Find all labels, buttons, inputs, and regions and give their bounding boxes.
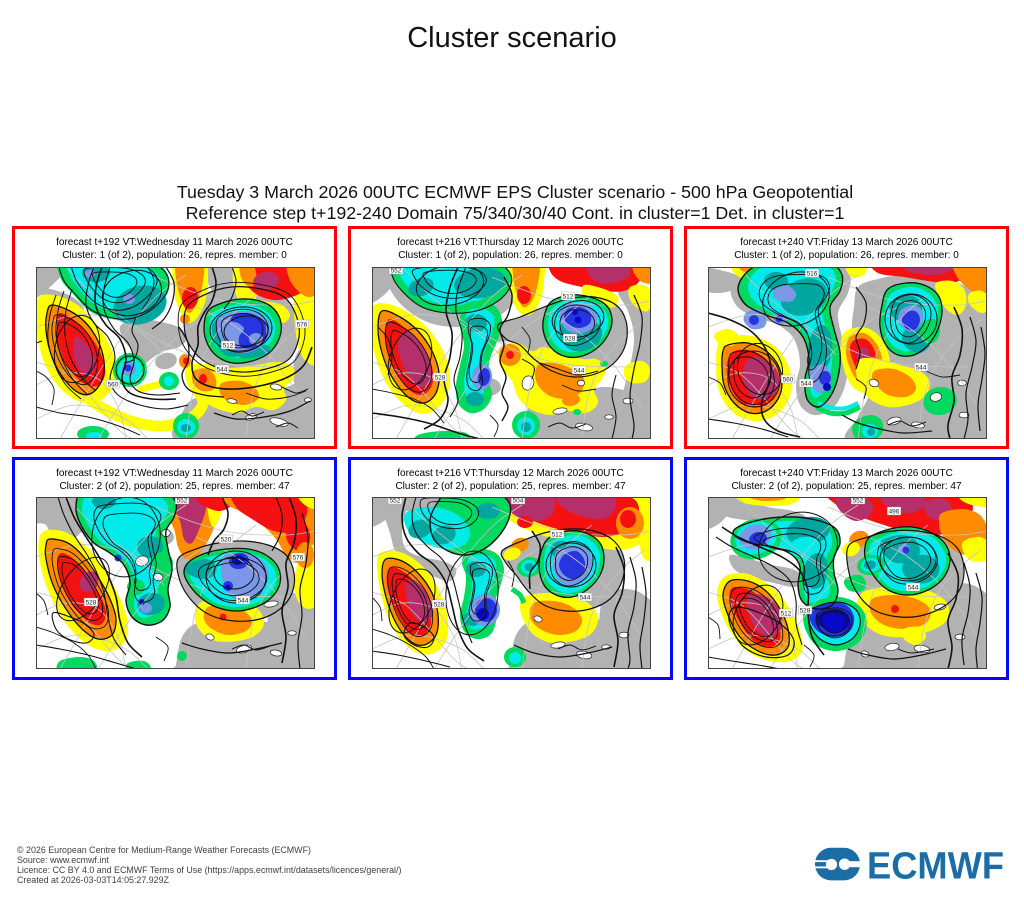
svg-text:528: 528: [565, 336, 576, 343]
svg-text:552: 552: [177, 498, 188, 505]
svg-text:512: 512: [563, 294, 574, 301]
svg-text:552: 552: [853, 498, 864, 505]
svg-text:544: 544: [580, 595, 591, 602]
svg-text:560: 560: [783, 377, 794, 384]
svg-text:544: 544: [908, 585, 919, 592]
svg-text:520: 520: [221, 537, 232, 544]
svg-text:544: 544: [916, 365, 927, 372]
svg-text:544: 544: [801, 381, 812, 388]
svg-text:ECMWF: ECMWF: [867, 846, 1004, 884]
svg-text:516: 516: [807, 271, 818, 278]
svg-text:552: 552: [391, 268, 402, 275]
svg-text:544: 544: [574, 368, 585, 375]
svg-text:512: 512: [552, 532, 563, 539]
svg-text:544: 544: [238, 598, 249, 605]
svg-text:504: 504: [513, 498, 524, 505]
svg-text:512: 512: [781, 611, 792, 618]
svg-text:528: 528: [434, 602, 445, 609]
svg-text:544: 544: [217, 367, 228, 374]
svg-text:576: 576: [297, 322, 308, 329]
svg-text:496: 496: [889, 509, 900, 516]
svg-text:576: 576: [293, 555, 304, 562]
svg-text:552: 552: [390, 498, 401, 505]
svg-text:512: 512: [223, 343, 234, 350]
svg-text:560: 560: [108, 382, 119, 389]
svg-text:528: 528: [800, 608, 811, 615]
svg-text:528: 528: [86, 600, 97, 607]
svg-text:528: 528: [435, 375, 446, 382]
